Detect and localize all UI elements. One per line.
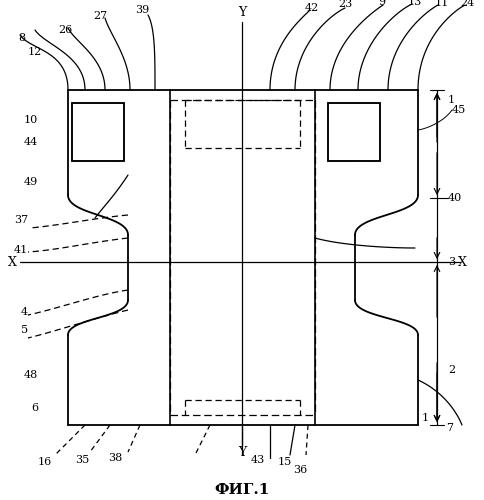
Text: 26: 26 <box>58 25 72 35</box>
Text: 12: 12 <box>28 47 42 57</box>
Text: 35: 35 <box>75 455 89 465</box>
Text: 49: 49 <box>24 177 38 187</box>
Text: 13: 13 <box>408 0 422 7</box>
Text: X: X <box>8 256 16 268</box>
Text: 8: 8 <box>18 33 25 43</box>
Text: 9: 9 <box>378 0 385 7</box>
Bar <box>72 103 124 161</box>
Text: 15: 15 <box>278 457 292 467</box>
Text: 41: 41 <box>14 245 28 255</box>
Text: 10: 10 <box>24 115 38 125</box>
Text: 24: 24 <box>460 0 474 8</box>
Text: 6: 6 <box>31 403 38 413</box>
Text: 37: 37 <box>14 215 28 225</box>
Text: Y: Y <box>238 6 246 20</box>
Text: 44: 44 <box>24 137 38 147</box>
Text: Y: Y <box>238 446 246 460</box>
Text: 38: 38 <box>108 453 122 463</box>
Text: 36: 36 <box>293 465 307 475</box>
Text: 39: 39 <box>135 5 149 15</box>
Text: 42: 42 <box>305 3 319 13</box>
Text: 16: 16 <box>38 457 52 467</box>
Text: 1: 1 <box>422 413 429 423</box>
Text: 5: 5 <box>21 325 28 335</box>
Text: ФИГ.1: ФИГ.1 <box>214 483 270 497</box>
Bar <box>328 103 380 161</box>
Text: 7: 7 <box>447 423 454 433</box>
Text: 3: 3 <box>448 257 455 267</box>
Text: 11: 11 <box>435 0 449 8</box>
Text: 1: 1 <box>448 95 455 105</box>
Text: 4: 4 <box>21 307 28 317</box>
Bar <box>72 103 124 161</box>
Text: 2: 2 <box>448 365 455 375</box>
Text: 27: 27 <box>93 11 107 21</box>
Text: 45: 45 <box>452 105 466 115</box>
Text: 40: 40 <box>448 193 462 203</box>
Text: 23: 23 <box>338 0 352 9</box>
Text: X: X <box>457 256 467 268</box>
Text: 48: 48 <box>24 370 38 380</box>
Bar <box>328 103 380 161</box>
Text: 43: 43 <box>251 455 265 465</box>
